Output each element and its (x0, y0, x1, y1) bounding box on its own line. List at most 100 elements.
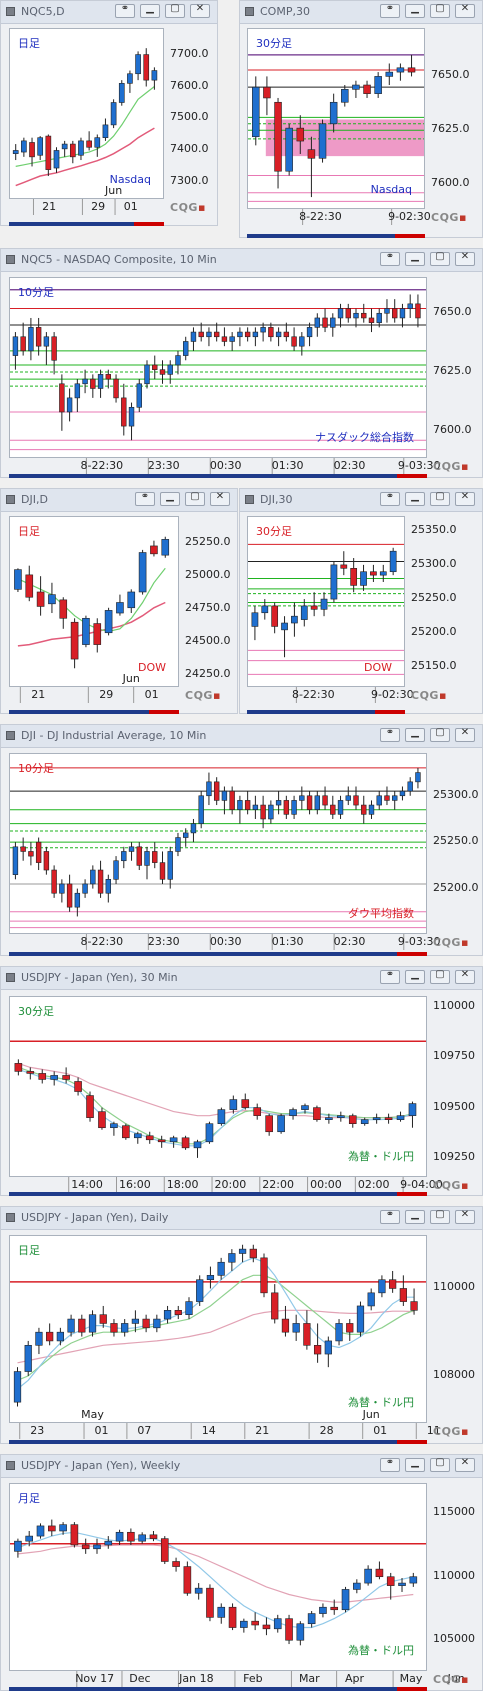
chart-scrollbar[interactable] (9, 1687, 427, 1691)
maximize-button[interactable]: ▢ (430, 969, 450, 984)
maximize-button[interactable]: ▢ (430, 3, 450, 18)
time-axis[interactable]: 23 01 07 14 21 28 01 11 (9, 1423, 441, 1439)
time-axis[interactable]: 21 29 01 (9, 687, 179, 703)
link-icon[interactable]: ⚭ (380, 491, 400, 506)
chart-scrollbar[interactable] (9, 1440, 427, 1444)
chart-window-dji10[interactable]: DJI - DJ Industrial Average, 10 Min ⚭ ▁ ▢ ✕ 1… (0, 724, 483, 956)
scroll-thumb[interactable] (397, 474, 427, 478)
link-icon[interactable]: ⚭ (380, 1209, 400, 1224)
chart-window-nqc5d[interactable]: NQC5,D ⚭ ▁ ▢ ✕ 日足 Nasdaq Jun 7700.0 7600.0 7500.0 7… (0, 0, 218, 226)
link-icon[interactable]: ⚭ (380, 969, 400, 984)
price-axis[interactable]: 7650.0 7625.0 7600.0 (425, 28, 482, 209)
close-button[interactable]: ✕ (455, 969, 475, 984)
plot-area[interactable]: 月足 為替・ドル円 (9, 1483, 427, 1671)
window-menu-icon[interactable] (6, 495, 15, 504)
minimize-button[interactable]: ▁ (405, 491, 425, 506)
minimize-button[interactable]: ▁ (405, 1209, 425, 1224)
chart-window-dji30[interactable]: DJI,30 ⚭ ▁ ▢ ✕ 30分足 DOW 25350.0 25300.0 25250.0 25… (239, 488, 483, 714)
link-icon[interactable]: ⚭ (380, 3, 400, 18)
scroll-thumb[interactable] (397, 952, 427, 956)
link-icon[interactable]: ⚭ (380, 251, 400, 266)
window-titlebar[interactable]: DJI,D ⚭ ▁ ▢ ✕ (1, 489, 237, 512)
plot-area[interactable]: 10分足 ダウ平均指数 (9, 753, 427, 934)
time-axis[interactable]: 14:00 16:00 18:00 20:00 22:00 00:00 02:00 9-04:… (9, 1177, 443, 1193)
chart-window-usdjpyd[interactable]: USDJPY - Japan (Yen), Daily ⚭ ▁ ▢ ✕ 日足 為替・ドル円 M… (0, 1206, 483, 1444)
plot-area[interactable]: 30分足 DOW (247, 516, 405, 687)
maximize-button[interactable]: ▢ (430, 251, 450, 266)
window-menu-icon[interactable] (6, 731, 15, 740)
window-titlebar[interactable]: NQC5,D ⚭ ▁ ▢ ✕ (1, 1, 217, 24)
scroll-thumb[interactable] (375, 710, 405, 714)
maximize-button[interactable]: ▢ (430, 727, 450, 742)
scroll-thumb[interactable] (134, 222, 164, 226)
price-axis[interactable]: 25350.0 25300.0 25250.0 25200.0 25150.0 (405, 516, 482, 687)
maximize-button[interactable]: ▢ (185, 491, 205, 506)
close-button[interactable]: ✕ (455, 491, 475, 506)
window-titlebar[interactable]: DJI,30 ⚭ ▁ ▢ ✕ (240, 489, 482, 512)
price-axis[interactable]: 25300.0 25250.0 25200.0 (427, 753, 482, 934)
plot-area[interactable]: 10分足 ナスダック総合指数 (9, 277, 427, 458)
chart-window-usdjpy30[interactable]: USDJPY - Japan (Yen), 30 Min ⚭ ▁ ▢ ✕ 30分足 為替・ド… (0, 966, 483, 1196)
window-menu-icon[interactable] (6, 1461, 15, 1470)
minimize-button[interactable]: ▁ (405, 3, 425, 18)
chart-window-djid[interactable]: DJI,D ⚭ ▁ ▢ ✕ 日足 DOW Jun 25250.0 25000.0 24750.0 24… (0, 488, 238, 714)
scroll-thumb[interactable] (149, 710, 179, 714)
scroll-thumb[interactable] (397, 1440, 427, 1444)
time-axis[interactable]: 8-22:30 9-02:30 (247, 209, 431, 225)
chart-window-nqc5-10[interactable]: NQC5 - NASDAQ Composite, 10 Min ⚭ ▁ ▢ ✕ 10分足ナ… (0, 248, 483, 478)
window-menu-icon[interactable] (245, 495, 254, 504)
chart-scrollbar[interactable] (9, 1192, 427, 1196)
minimize-button[interactable]: ▁ (405, 1457, 425, 1472)
chart-scrollbar[interactable] (247, 234, 425, 238)
maximize-button[interactable]: ▢ (430, 1209, 450, 1224)
window-menu-icon[interactable] (6, 973, 15, 982)
minimize-button[interactable]: ▁ (405, 727, 425, 742)
chart-scrollbar[interactable] (247, 710, 405, 714)
scroll-thumb[interactable] (395, 234, 425, 238)
price-axis[interactable]: 25250.0 25000.0 24750.0 24500.0 24250.0 (179, 516, 237, 687)
maximize-button[interactable]: ▢ (165, 3, 185, 18)
link-icon[interactable]: ⚭ (380, 1457, 400, 1472)
price-axis[interactable]: 110000 108000 (427, 1235, 482, 1423)
window-titlebar[interactable]: USDJPY - Japan (Yen), Weekly ⚭ ▁ ▢ ✕ (1, 1455, 482, 1478)
window-menu-icon[interactable] (6, 7, 15, 16)
window-titlebar[interactable]: DJI - DJ Industrial Average, 10 Min ⚭ ▁ ▢ ✕ (1, 725, 482, 748)
chart-scrollbar[interactable] (9, 952, 427, 956)
time-axis[interactable]: 8-22:30 23:30 00:30 01:30 02:30 9-03:30 (9, 934, 441, 950)
link-icon[interactable]: ⚭ (115, 3, 135, 18)
time-axis[interactable]: 8-22:30 23:30 00:30 01:30 02:30 9-03:30 (9, 458, 441, 474)
time-axis[interactable]: Nov 17 Dec Jan 18 Feb Mar Apr May Jun (9, 1671, 465, 1687)
window-titlebar[interactable]: USDJPY - Japan (Yen), 30 Min ⚭ ▁ ▢ ✕ (1, 967, 482, 990)
minimize-button[interactable]: ▁ (405, 251, 425, 266)
price-axis[interactable]: 115000 110000 105000 (427, 1483, 482, 1671)
plot-area[interactable]: 30分足 Nasdaq (247, 28, 425, 209)
maximize-button[interactable]: ▢ (430, 1457, 450, 1472)
price-axis[interactable]: 110000 109750 109500 109250 (427, 996, 482, 1177)
chart-window-comp30[interactable]: COMP,30 ⚭ ▁ ▢ ✕ 30分足 Nasdaq 7650.0 7625.0 7600.0 8… (239, 0, 483, 238)
close-button[interactable]: ✕ (455, 1457, 475, 1472)
minimize-button[interactable]: ▁ (160, 491, 180, 506)
plot-area[interactable]: 30分足 為替・ドル円 (9, 996, 427, 1177)
plot-area[interactable]: 日足 DOW Jun (9, 516, 179, 687)
link-icon[interactable]: ⚭ (135, 491, 155, 506)
window-titlebar[interactable]: USDJPY - Japan (Yen), Daily ⚭ ▁ ▢ ✕ (1, 1207, 482, 1230)
window-titlebar[interactable]: COMP,30 ⚭ ▁ ▢ ✕ (240, 1, 482, 24)
close-button[interactable]: ✕ (190, 3, 210, 18)
scroll-thumb[interactable] (397, 1687, 427, 1691)
time-axis[interactable]: 21 29 01 (9, 199, 164, 215)
window-menu-icon[interactable] (245, 7, 254, 16)
close-button[interactable]: ✕ (455, 251, 475, 266)
close-button[interactable]: ✕ (455, 1209, 475, 1224)
minimize-button[interactable]: ▁ (405, 969, 425, 984)
price-axis[interactable]: 7700.0 7600.0 7500.0 7400.0 7300.0 (164, 28, 217, 199)
window-menu-icon[interactable] (6, 1213, 15, 1222)
close-button[interactable]: ✕ (455, 727, 475, 742)
chart-scrollbar[interactable] (9, 710, 179, 714)
close-button[interactable]: ✕ (455, 3, 475, 18)
time-axis[interactable]: 8-22:30 9-02:30 (247, 687, 414, 703)
close-button[interactable]: ✕ (210, 491, 230, 506)
price-axis[interactable]: 7650.0 7625.0 7600.0 (427, 277, 482, 458)
plot-area[interactable]: 日足 為替・ドル円 May Jun (9, 1235, 427, 1423)
chart-scrollbar[interactable] (9, 474, 427, 478)
window-titlebar[interactable]: NQC5 - NASDAQ Composite, 10 Min ⚭ ▁ ▢ ✕ (1, 249, 482, 272)
